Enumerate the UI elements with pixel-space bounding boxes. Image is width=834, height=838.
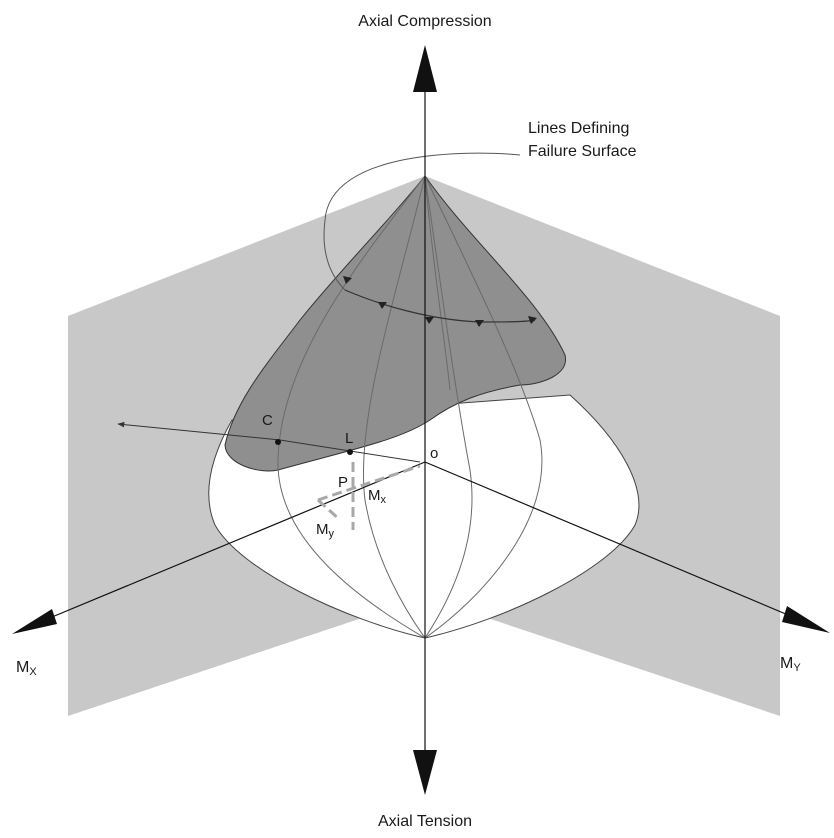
mx-axis-label: MX [16, 659, 37, 678]
axial-compression-label: Axial Compression [358, 13, 491, 30]
axial-compression-arrowhead [413, 45, 437, 92]
my-axis [424, 461, 801, 621]
mx-axis-arrowhead [12, 609, 57, 634]
failure-surface-upper [224, 175, 566, 472]
failure-lines-arc [344, 289, 536, 323]
point-l-marker [347, 449, 353, 455]
meridian-lines [277, 175, 543, 639]
axial-tension-arrowhead [413, 750, 437, 795]
arc-arrowheads [343, 276, 537, 327]
my-axis-label: MY [780, 655, 801, 674]
point-c-marker [275, 439, 281, 445]
my-axis-arrowhead [782, 606, 830, 633]
failure-lines-leader [323, 152, 521, 291]
failure-lines-label-line2: Failure Surface [528, 143, 637, 160]
c-direction-line [117, 421, 281, 441]
point-c-label: C [262, 412, 273, 429]
point-o-label: o [430, 445, 438, 462]
point-p-label: P [338, 474, 348, 491]
mx-component-label: Mx [368, 487, 387, 506]
axial-tension-label: Axial Tension [378, 813, 472, 830]
construction-lines [316, 462, 421, 530]
my-component-label: My [316, 521, 335, 540]
point-l-label: L [345, 430, 353, 447]
failure-lines-label-line1: Lines Defining [528, 120, 629, 137]
mx-axis [39, 461, 426, 623]
